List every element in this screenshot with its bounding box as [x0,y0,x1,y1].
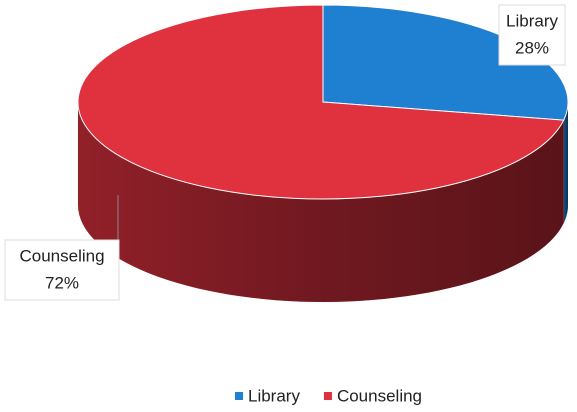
label-box [4,239,120,301]
pie-sides [78,102,568,302]
data-labels: Library 28% Counseling 72% [4,4,566,301]
pie-side-shade [78,102,564,302]
legend-item: Counseling [323,386,422,405]
legend: Library Counseling [234,386,422,405]
legend-label: Library [248,386,300,405]
label-value: 72% [45,273,79,292]
pie-slice [77,4,565,200]
pie-top [77,4,569,200]
legend-item: Library [234,386,300,405]
label-name: Library [506,11,558,30]
label-name: Counseling [19,246,104,265]
label-value: 28% [515,38,549,57]
label-box [498,4,566,66]
pie-side-shade [563,102,568,224]
legend-swatch [323,392,332,400]
legend-label: Counseling [337,386,422,405]
legend-swatch [234,392,243,400]
